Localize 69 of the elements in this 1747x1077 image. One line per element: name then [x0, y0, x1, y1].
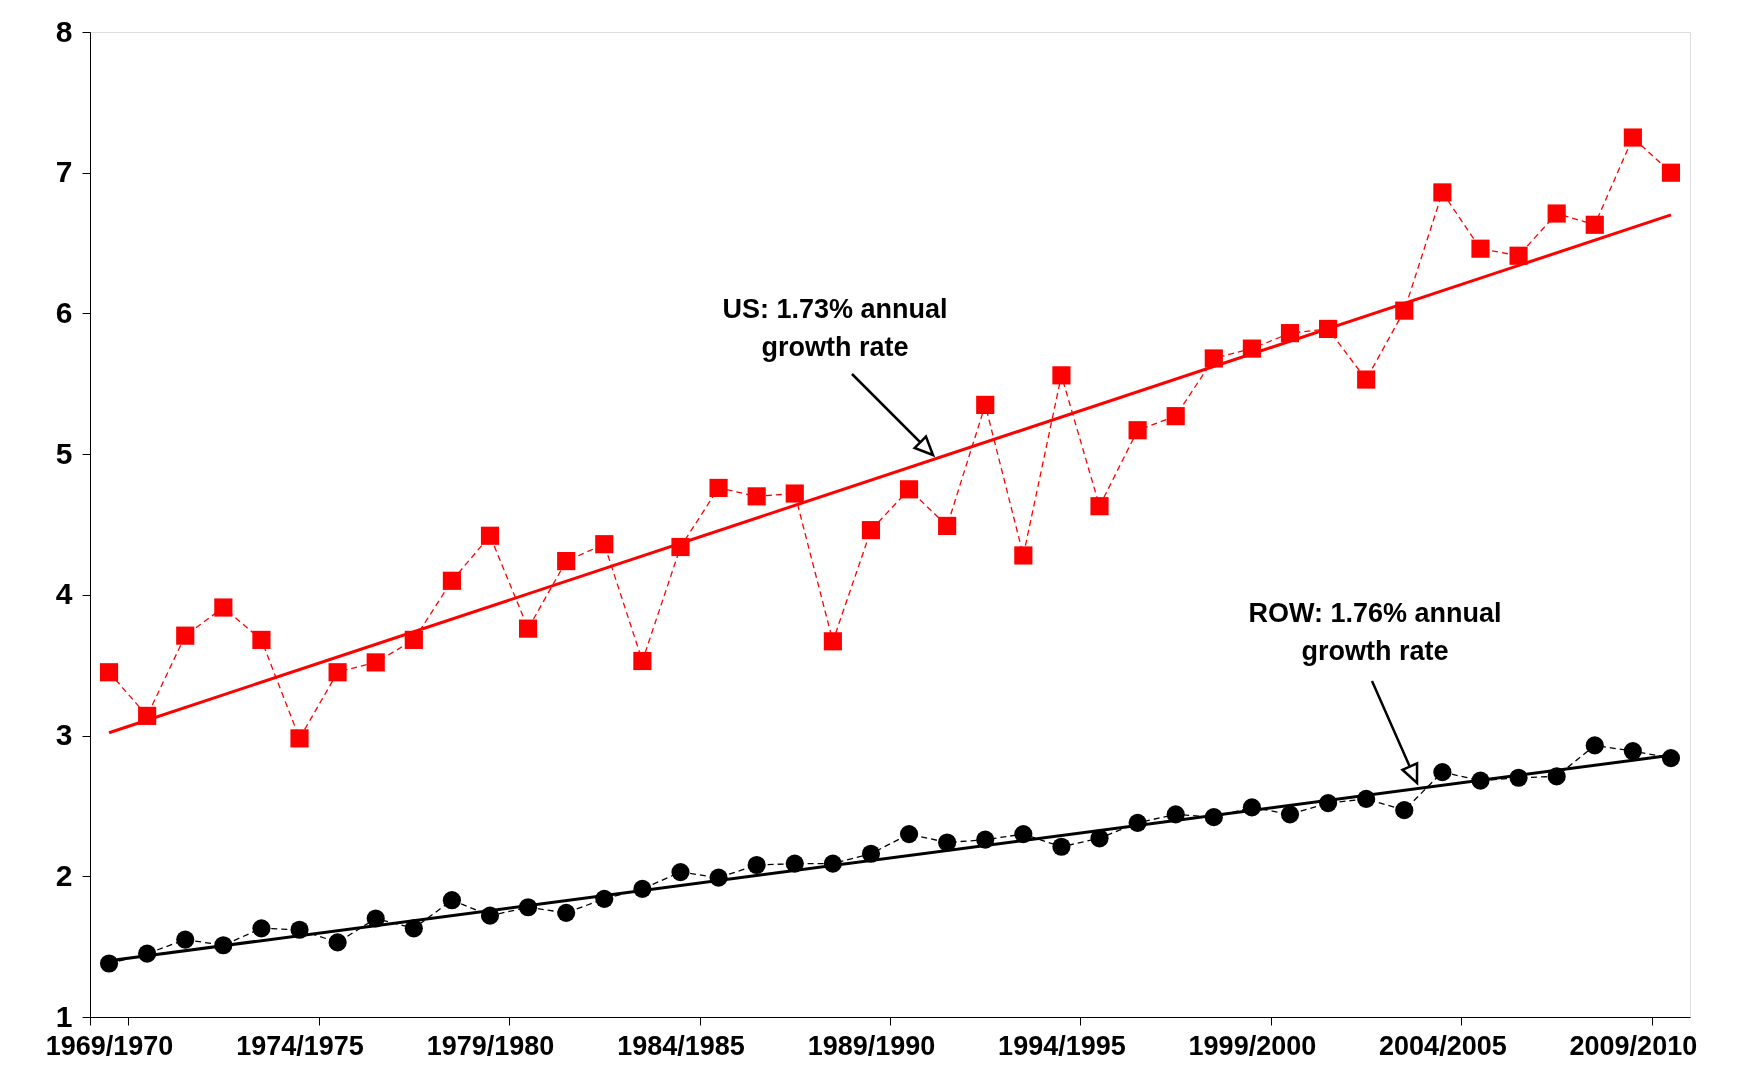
x-tick-label: 1994/1995	[998, 1030, 1126, 1061]
point	[176, 930, 195, 949]
point	[899, 480, 919, 499]
point	[1357, 370, 1376, 389]
x-tick-label: 1969/1970	[45, 1030, 174, 1061]
point	[290, 729, 309, 748]
y-tick-label: 4	[55, 577, 73, 611]
point	[595, 535, 614, 554]
point	[557, 552, 576, 571]
point	[1395, 801, 1414, 820]
point	[976, 395, 995, 414]
point	[861, 521, 881, 540]
y-tick-label: 7	[55, 155, 73, 189]
point	[1280, 805, 1300, 824]
x-tick-label: 1989/1990	[807, 1030, 936, 1061]
point	[480, 526, 500, 545]
point	[1090, 497, 1109, 516]
y-tick-label: 2	[55, 858, 73, 892]
point	[328, 933, 347, 952]
point	[747, 487, 766, 506]
point	[1014, 546, 1033, 565]
point	[785, 484, 804, 503]
y-tick-label: 3	[55, 718, 73, 752]
point	[1128, 421, 1147, 440]
x-tick-label: 1999/2000	[1188, 1030, 1317, 1061]
point	[1547, 204, 1566, 223]
annotation: US: 1.73% annual growth rate	[722, 294, 948, 362]
point	[519, 619, 538, 638]
point	[1166, 407, 1185, 426]
x-tick-label: 2009/2010	[1569, 1030, 1698, 1061]
point	[633, 651, 652, 671]
point	[823, 632, 842, 651]
point	[252, 630, 271, 649]
point	[1204, 349, 1223, 368]
point	[709, 478, 728, 497]
point	[1433, 183, 1452, 202]
point	[442, 891, 461, 910]
point	[442, 571, 461, 590]
point	[1623, 128, 1642, 147]
point	[1052, 837, 1071, 856]
point	[1585, 215, 1604, 234]
point	[1471, 239, 1490, 258]
x-tick-label: 1979/1980	[426, 1030, 555, 1061]
point	[1661, 163, 1681, 182]
annotation: ROW: 1.76% annual growth rate	[1248, 598, 1502, 666]
y-tick-label: 5	[55, 436, 73, 470]
point	[328, 663, 347, 682]
point	[671, 863, 690, 882]
point	[1509, 246, 1528, 265]
point	[1623, 741, 1642, 761]
point	[1052, 366, 1071, 385]
y-tick-label: 1	[55, 999, 73, 1033]
y-tick-label: 8	[55, 14, 73, 48]
point	[899, 825, 919, 844]
point	[99, 663, 119, 682]
point	[1585, 736, 1604, 755]
point	[214, 598, 233, 617]
point	[1433, 763, 1452, 782]
point	[557, 903, 576, 922]
point	[747, 855, 766, 875]
x-tick-label: 1984/1985	[617, 1030, 745, 1061]
point	[366, 653, 385, 672]
point	[252, 919, 271, 938]
y-tick-label: 6	[55, 295, 73, 329]
point	[938, 833, 957, 852]
point	[176, 626, 195, 645]
x-tick-label: 1974/1975	[236, 1030, 364, 1061]
point	[938, 516, 957, 535]
x-tick-label: 2004/2005	[1379, 1030, 1507, 1061]
